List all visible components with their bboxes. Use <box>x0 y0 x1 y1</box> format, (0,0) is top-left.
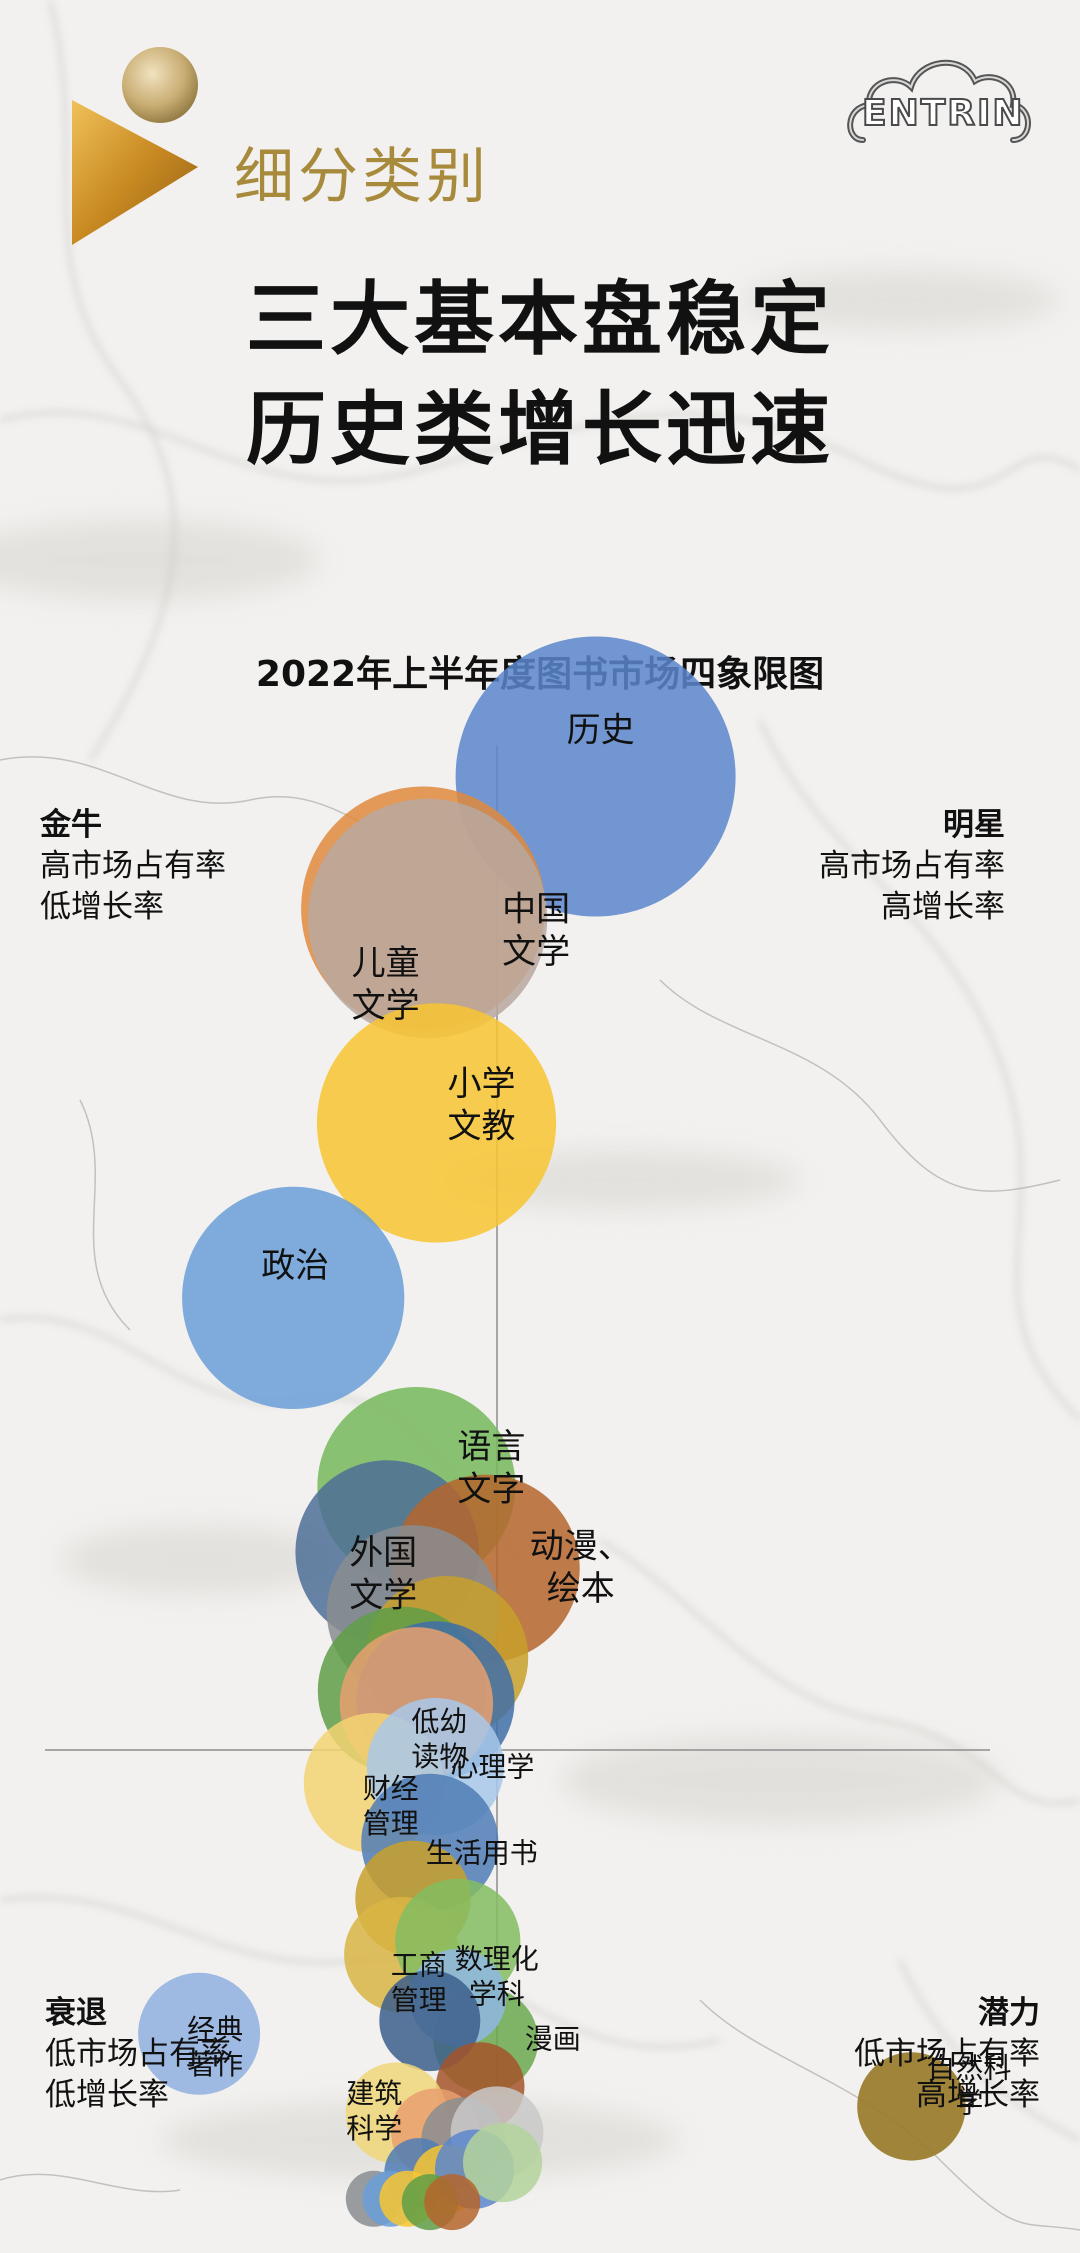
quadrant-star: 明星 高市场占有率 高增长率 <box>819 805 1005 928</box>
bubble-labels-layer: 历史中国文学儿童文学小学文教政治语言文字外国文学动漫、绘本低幼读物财经管理心理学… <box>187 711 1011 2146</box>
bubble-label-line: 著作 <box>187 2048 243 2081</box>
bubble-label: 历史 <box>567 711 635 751</box>
bubble-label-line: 文教 <box>448 1107 516 1147</box>
bubble-label-line: 历史 <box>567 711 635 751</box>
quadrant-potential: 潜力 低市场占有率 高增长率 <box>854 1993 1040 2116</box>
quadrant-desc-1: 高市场占有率 <box>40 848 226 884</box>
bubble-label-line: 自然科 <box>927 2051 1011 2084</box>
quadrant-name: 明星 <box>943 807 1005 843</box>
bubble-label-line: 文学 <box>502 932 570 972</box>
quadrant-desc-2: 低增长率 <box>40 889 164 925</box>
quadrant-decline: 衰退 低市场占有率 低增长率 <box>45 1993 231 2116</box>
bubbles-layer <box>138 636 966 2231</box>
quadrant-desc-2: 高增长率 <box>881 889 1005 925</box>
bubble-label-line: 漫画 <box>525 2022 581 2055</box>
bubble-label-line: 财经 <box>363 1772 419 1805</box>
bubble-label-line: 数理化 <box>455 1942 539 1975</box>
quadrant-name: 潜力 <box>978 1995 1040 2031</box>
bubble-label-line: 中国 <box>502 890 570 930</box>
bubble-label-line: 外国 <box>349 1533 417 1573</box>
bubble-label: 中国文学 <box>502 890 570 973</box>
bubble-label: 动漫、绘本 <box>530 1527 632 1610</box>
bubble-label-line: 语言 <box>457 1427 525 1467</box>
bubble-label-line: 管理 <box>391 1984 447 2017</box>
bubble-label-line: 工商 <box>391 1949 447 1982</box>
bubble-label: 儿童文学 <box>352 943 420 1026</box>
bubble-label-line: 文学 <box>349 1576 417 1616</box>
quadrant-cash-cow: 金牛 高市场占有率 低增长率 <box>40 805 226 928</box>
bubble-label-line: 政治 <box>261 1246 329 1286</box>
quadrant-desc-2: 低增长率 <box>45 2077 169 2113</box>
bubble-label: 工商管理 <box>391 1949 447 2017</box>
quadrant-name: 衰退 <box>45 1995 107 2031</box>
bubble-小学文教 <box>316 1003 557 1243</box>
bubble-经典著作 <box>138 1972 261 2095</box>
bubble-label: 小学文教 <box>448 1064 516 1147</box>
header-logo-icon <box>72 47 198 245</box>
bubble-label: 数理化学科 <box>455 1942 539 2010</box>
quadrant-name: 金牛 <box>40 807 102 843</box>
bubble-label: 外国文学 <box>349 1533 417 1616</box>
bubble-label: 心理学 <box>450 1751 534 1784</box>
brand-cloud-logo-icon <box>847 59 1031 143</box>
bubble-unlabeled-36 <box>424 2174 481 2231</box>
bubble-label-line: 文字 <box>457 1470 525 1510</box>
brand-text: ENTRIN <box>861 92 1025 135</box>
bubble-label-line: 管理 <box>363 1807 419 1840</box>
bubble-label-line: 儿童 <box>352 943 420 983</box>
bubble-自然科学 <box>857 2052 966 2161</box>
bubble-label: 语言文字 <box>457 1427 525 1510</box>
bubble-label: 经典著作 <box>187 2013 243 2081</box>
bubble-label-line: 动漫、 <box>530 1527 632 1567</box>
quadrant-desc-1: 低市场占有率 <box>854 2036 1040 2072</box>
bubble-label: 财经管理 <box>363 1772 419 1840</box>
bubble-label: 生活用书 <box>426 1836 538 1869</box>
section-label: 细分类别 <box>234 142 490 212</box>
bubble-政治 <box>182 1186 405 1409</box>
headline-line-1: 三大基本盘稳定 <box>246 273 834 366</box>
bubble-label-line: 学科 <box>469 1977 525 2010</box>
quadrant-desc-1: 低市场占有率 <box>45 2036 231 2072</box>
bubble-label-line: 读物 <box>411 1740 467 1773</box>
bubble-label: 政治 <box>261 1246 329 1286</box>
bubble-label-line: 经典 <box>187 2013 243 2046</box>
bubble-label-line: 低幼 <box>411 1705 467 1738</box>
bubble-label-line: 绘本 <box>547 1569 615 1609</box>
quadrant-desc-1: 高市场占有率 <box>819 848 1005 884</box>
bubble-label: 低幼读物 <box>411 1705 467 1773</box>
bubble-label: 自然科学 <box>927 2051 1011 2119</box>
bubble-unlabeled-31 <box>463 2122 543 2203</box>
bubble-label-line: 科学 <box>346 2112 402 2145</box>
bubble-unlabeled-21 <box>379 1970 481 2072</box>
bubble-label-line: 生活用书 <box>426 1836 538 1869</box>
bubble-label-line: 文学 <box>352 986 420 1026</box>
bubble-label-line: 心理学 <box>450 1751 534 1784</box>
bubble-儿童文学 <box>308 798 548 1038</box>
headline-line-2: 历史类增长迅速 <box>246 383 834 476</box>
bubble-label: 建筑科学 <box>346 2077 402 2145</box>
bubble-label-line: 小学 <box>448 1064 516 1104</box>
bubble-label-line: 学 <box>955 2086 983 2119</box>
bubble-label-line: 建筑 <box>346 2077 402 2110</box>
bubble-label: 漫画 <box>525 2022 581 2055</box>
quadrant-desc-2: 高增长率 <box>916 2077 1040 2113</box>
